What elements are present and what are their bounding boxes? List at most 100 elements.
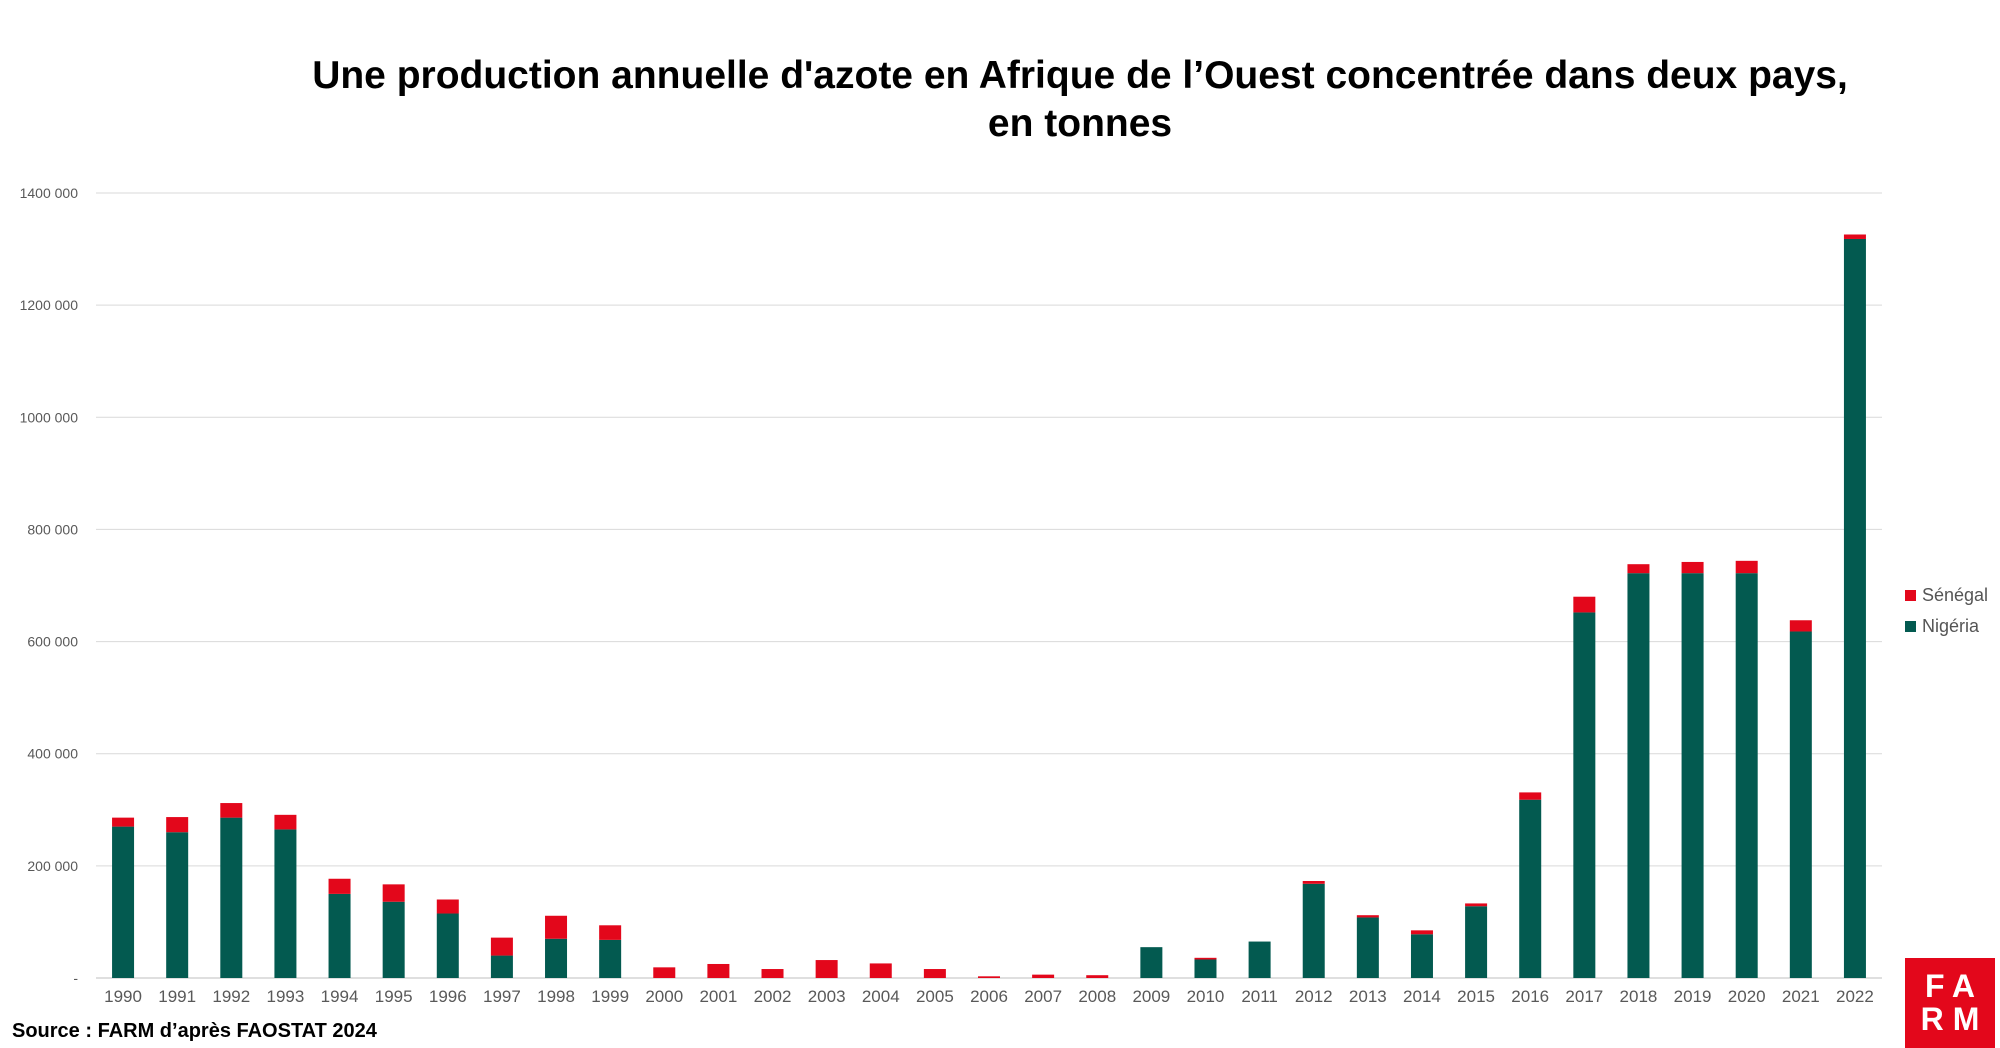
bar-sngal-1998 — [545, 915, 568, 939]
bar-nigria-2015 — [1465, 906, 1488, 978]
y-tick-label: 1400 000 — [20, 185, 79, 201]
bar-sngal-2003 — [815, 960, 838, 978]
bar-nigria-2019 — [1681, 573, 1704, 978]
x-tick-label: 2000 — [645, 987, 683, 1006]
legend-item-senegal: Sénégal — [1905, 580, 1988, 611]
x-tick-label: 2007 — [1024, 987, 1062, 1006]
bar-nigria-2022 — [1843, 238, 1866, 978]
x-tick-label: 1994 — [321, 987, 359, 1006]
bar-sngal-2007 — [1032, 974, 1055, 978]
x-tick-label: 2010 — [1187, 987, 1225, 1006]
bar-nigria-2013 — [1356, 917, 1379, 978]
y-tick-label: 600 000 — [27, 634, 78, 650]
y-tick-label: 1000 000 — [20, 409, 79, 425]
x-tick-label: 2003 — [808, 987, 846, 1006]
bar-sngal-2010 — [1194, 957, 1217, 960]
bar-nigria-1997 — [490, 955, 513, 978]
x-tick-label: 2021 — [1782, 987, 1820, 1006]
x-tick-label: 1993 — [267, 987, 305, 1006]
x-tick-label: 1999 — [591, 987, 629, 1006]
x-tick-label: 2009 — [1132, 987, 1170, 1006]
bar-sngal-1993 — [274, 814, 297, 830]
logo-text-bottom: RM — [1920, 1001, 1989, 1037]
x-tick-label: 1997 — [483, 987, 521, 1006]
bar-sngal-1996 — [436, 899, 459, 914]
x-tick-label: 1990 — [104, 987, 142, 1006]
bar-sngal-2006 — [978, 976, 1000, 978]
x-tick-label: 2001 — [699, 987, 737, 1006]
bar-sngal-2001 — [707, 963, 730, 978]
logo-text-top: FA — [1925, 968, 1984, 1004]
bar-sngal-2020 — [1735, 560, 1758, 574]
bar-sngal-1992 — [220, 803, 243, 818]
chart-title: Une production annuelle d'azote en Afriq… — [0, 52, 2000, 148]
bar-nigria-2011 — [1248, 941, 1271, 978]
bar-sngal-2012 — [1302, 880, 1325, 884]
chart-title-line-1: Une production annuelle d'azote en Afriq… — [312, 54, 1848, 97]
x-tick-label: 2020 — [1728, 987, 1766, 1006]
y-tick-label: - — [73, 970, 78, 986]
bar-sngal-2015 — [1465, 903, 1488, 907]
farm-logo: FA RM — [1905, 958, 1995, 1048]
y-tick-label: 1200 000 — [20, 297, 79, 313]
legend-label-senegal: Sénégal — [1922, 585, 1989, 605]
y-tick-label: 800 000 — [27, 521, 78, 537]
x-tick-label: 2004 — [862, 987, 900, 1006]
x-tick-label: 2002 — [754, 987, 792, 1006]
bar-sngal-2013 — [1356, 915, 1379, 918]
bar-nigria-2014 — [1410, 934, 1433, 978]
bar-nigria-2010 — [1194, 959, 1217, 978]
bar-sngal-2004 — [869, 963, 892, 978]
x-tick-label: 1991 — [158, 987, 196, 1006]
bar-nigria-1990 — [112, 826, 135, 978]
bar-sngal-2008 — [1086, 975, 1109, 978]
bar-nigria-1999 — [599, 939, 622, 978]
x-tick-label: 2013 — [1349, 987, 1387, 1006]
bar-sngal-1994 — [328, 878, 351, 894]
bar-nigria-1998 — [545, 938, 568, 978]
x-tick-label: 1992 — [212, 987, 250, 1006]
bar-sngal-2017 — [1573, 596, 1596, 613]
source-note: Source : FARM d’après FAOSTAT 2024 — [12, 1020, 377, 1042]
x-tick-label: 1995 — [375, 987, 413, 1006]
bar-sngal-2019 — [1681, 561, 1704, 574]
bar-sngal-1995 — [382, 884, 405, 902]
bar-nigria-2016 — [1519, 799, 1542, 978]
bar-sngal-2002 — [761, 969, 784, 978]
x-tick-label: 1996 — [429, 987, 467, 1006]
bar-sngal-1991 — [166, 817, 189, 833]
bar-sngal-1997 — [490, 937, 513, 956]
legend-label-nigeria: Nigéria — [1922, 616, 1980, 636]
x-tick-label: 2011 — [1241, 987, 1278, 1006]
y-tick-label: 400 000 — [27, 746, 78, 762]
bar-nigria-1992 — [220, 817, 243, 978]
bar-nigria-2009 — [1140, 947, 1163, 978]
x-tick-label: 2019 — [1674, 987, 1712, 1006]
bar-sngal-2016 — [1519, 792, 1542, 800]
legend-item-nigeria: Nigéria — [1905, 611, 1988, 642]
x-tick-label: 2022 — [1836, 987, 1874, 1006]
x-tick-label: 2015 — [1457, 987, 1495, 1006]
x-tick-label: 2017 — [1565, 987, 1603, 1006]
x-tick-label: 2016 — [1511, 987, 1549, 1006]
bar-sngal-2005 — [923, 969, 946, 978]
bar-nigria-2018 — [1627, 573, 1650, 978]
bar-sngal-1990 — [112, 817, 135, 827]
bar-nigria-2017 — [1573, 612, 1596, 978]
legend-swatch-nigeria — [1905, 621, 1916, 632]
x-tick-label: 2006 — [970, 987, 1008, 1006]
bar-sngal-2000 — [653, 967, 676, 978]
x-tick-label: 2014 — [1403, 987, 1441, 1006]
legend: Sénégal Nigéria — [1905, 580, 1988, 642]
bar-nigria-1995 — [382, 901, 405, 978]
x-tick-label: 2008 — [1078, 987, 1116, 1006]
x-tick-label: 2005 — [916, 987, 954, 1006]
bar-sngal-1999 — [599, 925, 622, 940]
legend-swatch-senegal — [1905, 590, 1916, 601]
y-tick-label: 200 000 — [27, 858, 78, 874]
x-tick-label: 2012 — [1295, 987, 1333, 1006]
bar-sngal-2021 — [1789, 620, 1812, 632]
chart-title-line-2: en tonnes — [987, 102, 1173, 145]
bar-sngal-2022 — [1843, 234, 1866, 239]
